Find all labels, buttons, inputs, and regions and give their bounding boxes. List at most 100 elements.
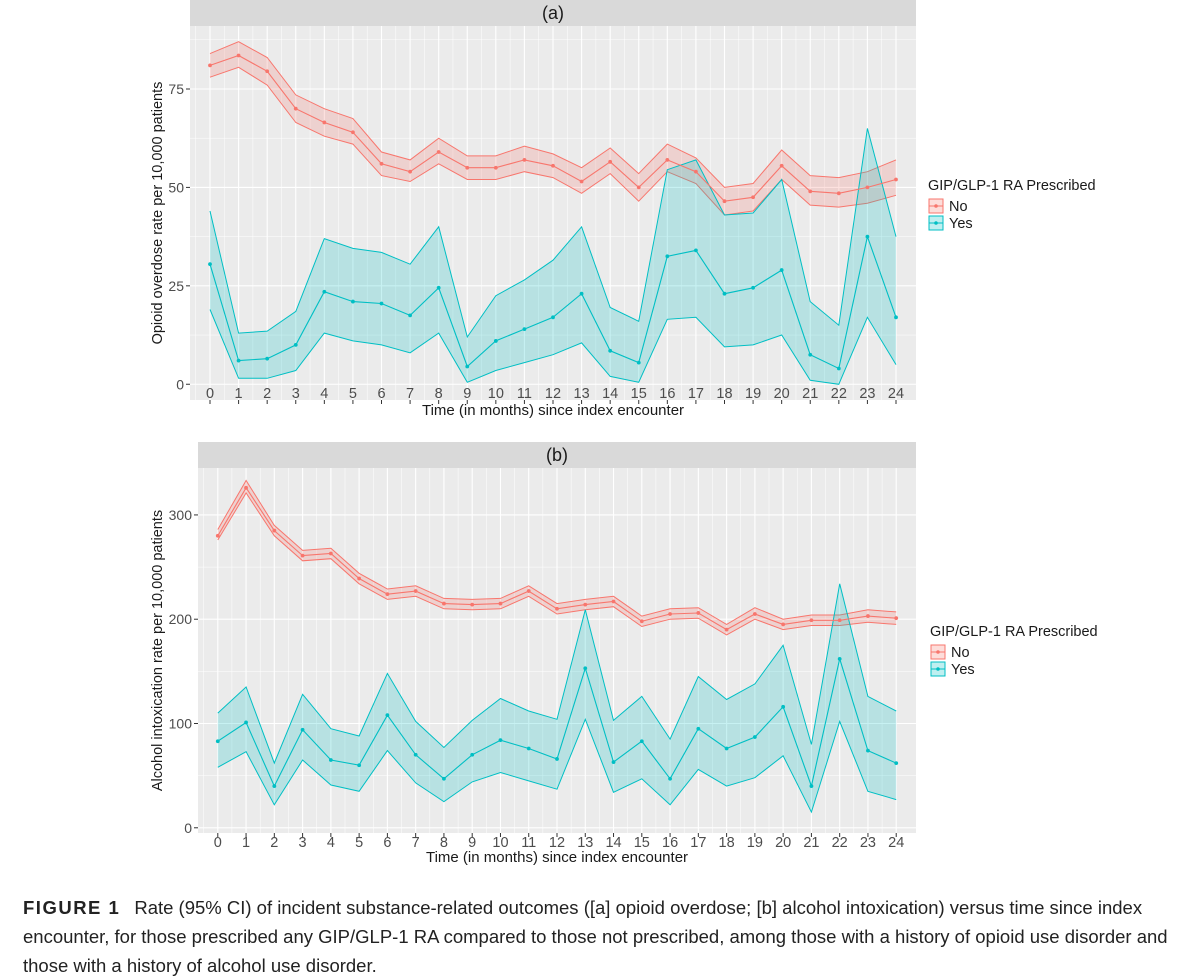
data-point-yes	[522, 327, 527, 332]
data-point-no	[328, 551, 333, 556]
data-point-no	[724, 627, 729, 632]
data-point-no	[668, 612, 672, 616]
x-tick-label: 23	[859, 386, 875, 402]
data-point-yes	[837, 656, 842, 661]
data-point-no	[665, 157, 670, 162]
data-point-no	[300, 553, 305, 558]
data-point-no	[442, 601, 446, 606]
data-point-no	[498, 601, 503, 606]
x-tick-label: 8	[440, 835, 448, 851]
x-tick-label: 16	[662, 835, 678, 851]
ci-lower-line-yes	[217, 717, 897, 814]
data-point-yes	[498, 738, 503, 743]
legend-key-point-no	[934, 204, 938, 208]
x-tick-label: 3	[292, 386, 300, 402]
data-point-yes	[526, 746, 531, 751]
data-point-yes	[215, 739, 220, 744]
x-tick-label: 19	[747, 835, 763, 851]
ci-upper-line-no	[209, 41, 897, 188]
data-point-yes	[551, 315, 555, 320]
x-tick-label: 24	[888, 386, 904, 402]
data-point-yes	[328, 758, 333, 762]
data-point-yes	[836, 366, 841, 371]
data-point-yes	[668, 776, 672, 781]
data-point-no	[265, 69, 270, 74]
data-point-yes	[385, 713, 390, 718]
x-tick-label: 22	[831, 386, 847, 402]
y-tick-label: 0	[184, 820, 192, 836]
data-point-yes	[866, 748, 870, 753]
data-point-no	[215, 533, 220, 538]
data-point-yes	[579, 291, 584, 296]
x-axis-title: Time (in months) since index encounter	[426, 849, 688, 866]
y-tick-label: 0	[176, 376, 184, 392]
ci-lower-line-yes	[209, 309, 897, 385]
data-point-no	[236, 53, 241, 58]
data-point-no	[866, 614, 870, 618]
y-tick-label: 50	[168, 179, 184, 195]
data-point-no	[551, 163, 555, 168]
gridlines	[198, 468, 916, 833]
data-point-no	[779, 163, 784, 168]
x-tick-label: 19	[745, 386, 761, 402]
x-tick-label: 11	[517, 386, 532, 402]
x-tick-label: 2	[263, 386, 271, 402]
y-tick-label: 25	[168, 278, 184, 294]
data-point-no	[436, 150, 441, 154]
x-tick-label: 10	[488, 386, 504, 402]
panel-label: (a)	[542, 3, 564, 23]
data-point-yes	[611, 760, 616, 764]
data-point-yes	[322, 289, 327, 294]
data-point-no	[751, 195, 755, 200]
x-tick-label: 1	[242, 835, 250, 851]
legend-label-yes: Yes	[949, 216, 973, 232]
x-tick-label: 17	[690, 835, 706, 851]
data-point-yes	[665, 254, 670, 259]
data-point-no	[208, 63, 212, 68]
x-tick-label: 4	[320, 386, 328, 402]
x-tick-label: 23	[860, 835, 876, 851]
data-point-yes	[808, 352, 813, 357]
data-point-yes	[244, 720, 248, 725]
caption-label: FIGURE 1	[23, 897, 121, 918]
x-tick-label: 3	[299, 835, 307, 851]
data-point-no	[555, 606, 559, 611]
data-point-yes	[300, 727, 305, 732]
x-tick-label: 21	[802, 386, 818, 402]
data-point-no	[465, 165, 470, 170]
x-tick-label: 17	[688, 386, 704, 402]
data-point-yes	[265, 356, 270, 361]
ci-upper-line-no	[217, 479, 897, 625]
x-tick-label: 10	[492, 835, 508, 851]
data-point-no	[809, 618, 814, 623]
data-point-no	[894, 616, 899, 621]
y-axis-title: Alcohol intoxication rate per 10,000 pat…	[150, 510, 166, 791]
x-tick-label: 12	[549, 835, 565, 851]
caption-text: Rate (95% CI) of incident substance-rela…	[23, 897, 1168, 976]
data-point-yes	[781, 704, 786, 709]
data-point-yes	[636, 360, 641, 365]
x-tick-label: 9	[468, 835, 476, 851]
data-point-no	[611, 599, 616, 604]
data-point-yes	[724, 746, 729, 751]
data-point-yes	[608, 348, 613, 353]
panel-label: (b)	[546, 445, 568, 465]
x-tick-label: 0	[206, 386, 214, 402]
ci-ribbon-yes	[217, 583, 897, 813]
legend-label-no: No	[949, 199, 968, 215]
ci-upper-line-yes	[217, 583, 897, 765]
data-point-no	[865, 185, 870, 190]
data-point-yes	[722, 291, 727, 296]
data-point-yes	[379, 301, 384, 306]
data-point-no	[639, 619, 644, 624]
x-tick-label: 0	[214, 835, 222, 851]
ci-ribbon-no	[210, 41, 896, 216]
data-point-yes	[465, 364, 470, 369]
data-point-yes	[639, 739, 644, 744]
x-tick-label: 12	[545, 386, 561, 402]
data-point-yes	[694, 248, 698, 253]
